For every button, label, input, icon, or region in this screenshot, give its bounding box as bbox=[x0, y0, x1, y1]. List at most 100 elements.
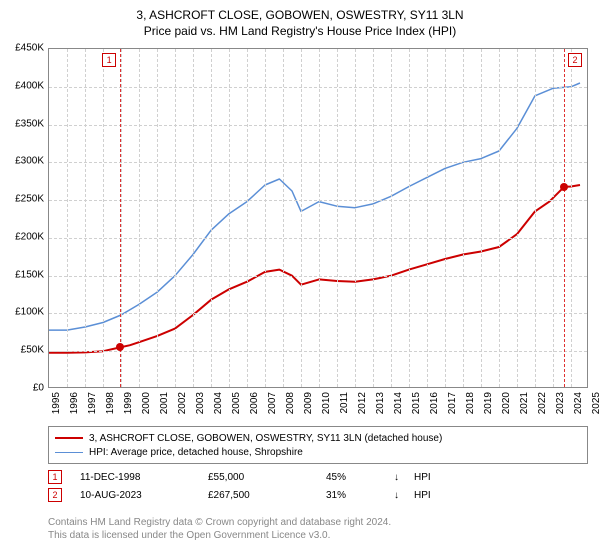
gridline-h bbox=[49, 313, 587, 314]
x-tick-label: 2010 bbox=[321, 392, 332, 414]
x-tick-label: 2014 bbox=[393, 392, 404, 414]
reference-line bbox=[564, 49, 565, 387]
legend-label: HPI: Average price, detached house, Shro… bbox=[89, 447, 303, 458]
gridline-v bbox=[301, 49, 302, 387]
gridline-v bbox=[373, 49, 374, 387]
sale-date: 11-DEC-1998 bbox=[70, 472, 200, 483]
gridline-v bbox=[517, 49, 518, 387]
sale-date: 10-AUG-2023 bbox=[70, 490, 200, 501]
reference-badge: 1 bbox=[102, 53, 116, 67]
legend-row: HPI: Average price, detached house, Shro… bbox=[55, 445, 581, 459]
gridline-v bbox=[265, 49, 266, 387]
down-arrow-icon: ↓ bbox=[394, 472, 406, 483]
x-tick-label: 2020 bbox=[501, 392, 512, 414]
title-subtitle: Price paid vs. HM Land Registry's House … bbox=[0, 24, 600, 38]
legend-label: 3, ASHCROFT CLOSE, GOBOWEN, OSWESTRY, SY… bbox=[89, 433, 442, 444]
x-tick-label: 2009 bbox=[303, 392, 314, 414]
gridline-h bbox=[49, 87, 587, 88]
sale-percent: 31% bbox=[326, 490, 386, 501]
x-tick-label: 1999 bbox=[123, 392, 134, 414]
y-tick-label: £200K bbox=[4, 231, 44, 242]
sales-table: 111-DEC-1998£55,00045%↓HPI210-AUG-2023£2… bbox=[48, 468, 588, 504]
x-tick-label: 2017 bbox=[447, 392, 458, 414]
legend-row: 3, ASHCROFT CLOSE, GOBOWEN, OSWESTRY, SY… bbox=[55, 431, 581, 445]
x-tick-label: 2004 bbox=[213, 392, 224, 414]
gridline-v bbox=[319, 49, 320, 387]
gridline-h bbox=[49, 351, 587, 352]
title-block: 3, ASHCROFT CLOSE, GOBOWEN, OSWESTRY, SY… bbox=[0, 0, 600, 38]
sale-badge: 1 bbox=[48, 470, 62, 484]
x-tick-label: 1998 bbox=[105, 392, 116, 414]
y-tick-label: £100K bbox=[4, 307, 44, 318]
x-tick-label: 2021 bbox=[519, 392, 530, 414]
sale-hpi-label: HPI bbox=[414, 472, 454, 483]
x-tick-label: 2006 bbox=[249, 392, 260, 414]
gridline-v bbox=[283, 49, 284, 387]
x-tick-label: 2018 bbox=[465, 392, 476, 414]
chart-container: 3, ASHCROFT CLOSE, GOBOWEN, OSWESTRY, SY… bbox=[0, 0, 600, 560]
gridline-v bbox=[157, 49, 158, 387]
gridline-v bbox=[445, 49, 446, 387]
gridline-v bbox=[67, 49, 68, 387]
gridline-v bbox=[121, 49, 122, 387]
y-tick-label: £450K bbox=[4, 43, 44, 54]
x-tick-label: 2007 bbox=[267, 392, 278, 414]
x-tick-label: 2012 bbox=[357, 392, 368, 414]
x-tick-label: 2025 bbox=[591, 392, 600, 414]
gridline-h bbox=[49, 162, 587, 163]
x-tick-label: 2022 bbox=[537, 392, 548, 414]
x-tick-label: 2023 bbox=[555, 392, 566, 414]
gridline-v bbox=[499, 49, 500, 387]
gridline-h bbox=[49, 276, 587, 277]
footer-line1: Contains HM Land Registry data © Crown c… bbox=[48, 516, 588, 529]
sale-row: 210-AUG-2023£267,50031%↓HPI bbox=[48, 486, 588, 504]
gridline-v bbox=[355, 49, 356, 387]
x-tick-label: 2005 bbox=[231, 392, 242, 414]
gridline-v bbox=[247, 49, 248, 387]
x-tick-label: 2024 bbox=[573, 392, 584, 414]
x-tick-label: 2013 bbox=[375, 392, 386, 414]
x-tick-label: 2019 bbox=[483, 392, 494, 414]
footer-note: Contains HM Land Registry data © Crown c… bbox=[48, 512, 588, 542]
chart-svg bbox=[49, 49, 587, 387]
gridline-v bbox=[193, 49, 194, 387]
legend-swatch bbox=[55, 437, 83, 439]
gridline-h bbox=[49, 125, 587, 126]
sale-percent: 45% bbox=[326, 472, 386, 483]
gridline-v bbox=[211, 49, 212, 387]
sale-price: £267,500 bbox=[208, 490, 318, 501]
x-tick-label: 2016 bbox=[429, 392, 440, 414]
gridline-v bbox=[571, 49, 572, 387]
series-hpi bbox=[49, 83, 580, 330]
gridline-v bbox=[175, 49, 176, 387]
sale-marker bbox=[560, 183, 568, 191]
y-tick-label: £50K bbox=[4, 345, 44, 356]
gridline-v bbox=[463, 49, 464, 387]
x-tick-label: 2015 bbox=[411, 392, 422, 414]
reference-badge: 2 bbox=[568, 53, 582, 67]
y-tick-label: £300K bbox=[4, 156, 44, 167]
x-tick-label: 1995 bbox=[51, 392, 62, 414]
legend-swatch bbox=[55, 452, 83, 453]
x-tick-label: 1997 bbox=[87, 392, 98, 414]
y-tick-label: £400K bbox=[4, 80, 44, 91]
gridline-v bbox=[391, 49, 392, 387]
y-tick-label: £350K bbox=[4, 118, 44, 129]
sale-price: £55,000 bbox=[208, 472, 318, 483]
gridline-v bbox=[103, 49, 104, 387]
gridline-v bbox=[481, 49, 482, 387]
gridline-v bbox=[85, 49, 86, 387]
gridline-v bbox=[229, 49, 230, 387]
plot-area: 12 bbox=[48, 48, 588, 388]
sale-marker bbox=[116, 343, 124, 351]
gridline-v bbox=[427, 49, 428, 387]
gridline-v bbox=[337, 49, 338, 387]
y-tick-label: £150K bbox=[4, 269, 44, 280]
sale-hpi-label: HPI bbox=[414, 490, 454, 501]
gridline-v bbox=[535, 49, 536, 387]
series-property bbox=[49, 185, 580, 353]
gridline-v bbox=[553, 49, 554, 387]
reference-line bbox=[120, 49, 121, 387]
title-address: 3, ASHCROFT CLOSE, GOBOWEN, OSWESTRY, SY… bbox=[0, 8, 600, 22]
gridline-h bbox=[49, 238, 587, 239]
